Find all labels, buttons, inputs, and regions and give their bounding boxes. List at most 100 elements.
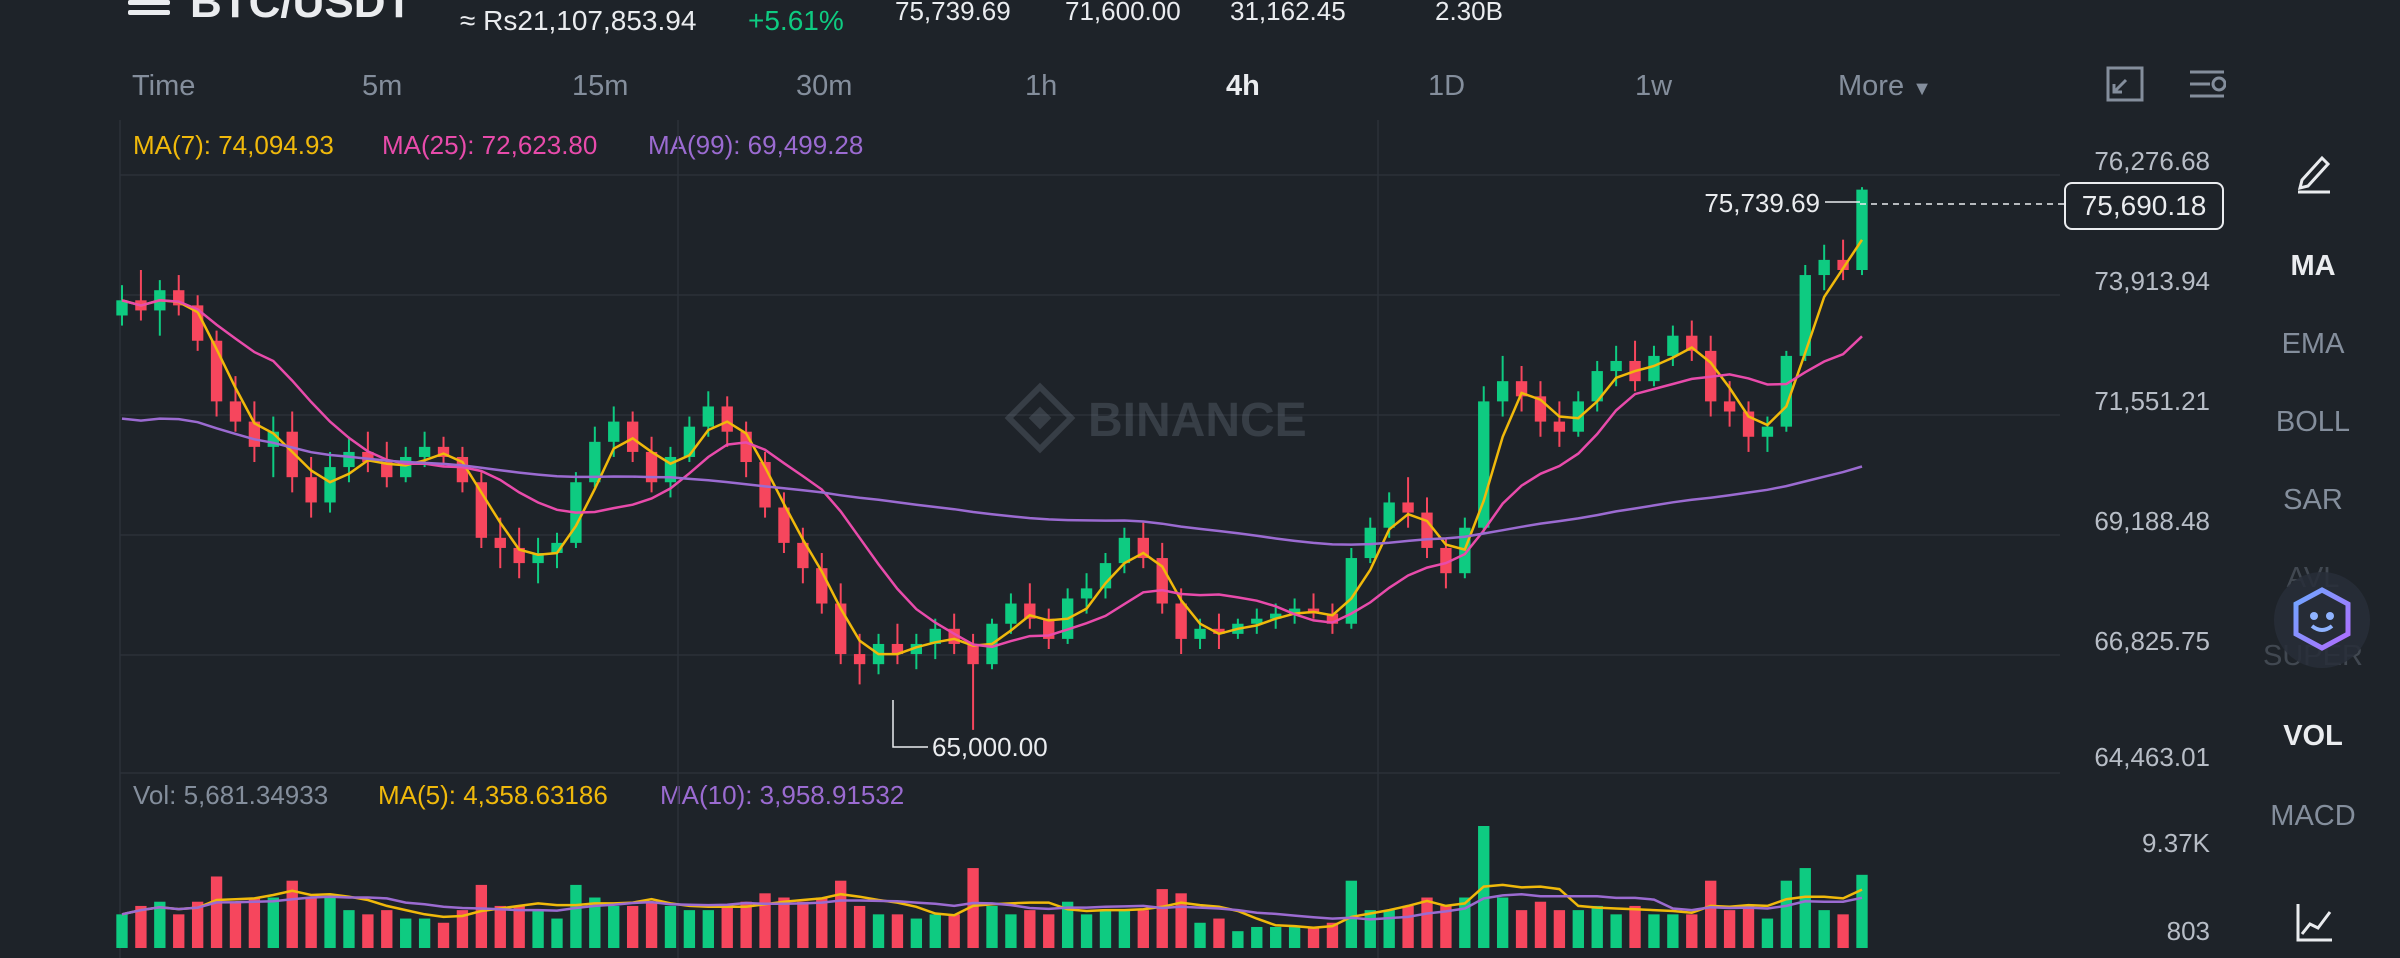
volume-bar (532, 910, 544, 948)
volume-bar (645, 901, 658, 948)
volume-bar (664, 905, 677, 948)
assistant-button[interactable] (2274, 572, 2370, 668)
candle-body (1856, 189, 1868, 270)
tab-1h[interactable]: 1h (1025, 70, 1058, 102)
volume-bar (1629, 905, 1641, 948)
volume-bar (1686, 914, 1698, 948)
volume-bar (570, 884, 582, 948)
tab-1d[interactable]: 1D (1428, 70, 1466, 102)
binance-watermark: BINANCE (1004, 382, 1307, 454)
candles (116, 187, 1868, 730)
candle-body (1496, 381, 1509, 402)
candle-body (1591, 371, 1603, 402)
volume-bar (986, 905, 998, 948)
candle-body (1761, 426, 1774, 437)
candle-body (513, 547, 525, 564)
tab-more[interactable]: More ▼ (1838, 70, 1932, 103)
tab-1w[interactable]: 1w (1635, 70, 1673, 102)
candle-body (191, 305, 204, 341)
tab-4h[interactable]: 4h (1226, 70, 1260, 102)
pair-title[interactable]: BTC/USDT (190, 0, 413, 27)
volume-bar (948, 914, 960, 948)
candle-body (400, 456, 412, 478)
tab-15m[interactable]: 15m (572, 70, 629, 102)
candle-body (1799, 275, 1811, 356)
volume-bar (1251, 926, 1263, 948)
chart-settings-icon[interactable] (2186, 64, 2230, 104)
candle-body (1780, 355, 1793, 427)
indicator-sar[interactable]: SAR (2283, 484, 2343, 516)
volume-bar (1667, 914, 1679, 948)
chart-type-icon[interactable] (2294, 900, 2334, 944)
volume-bar (135, 905, 147, 948)
candle-body (1251, 618, 1263, 624)
low-marker-line (892, 700, 928, 748)
indicator-ema[interactable]: EMA (2281, 328, 2345, 360)
price-axis-label: 71,551.21 (2094, 386, 2210, 416)
volume-bar (210, 876, 223, 948)
ma25-line (121, 299, 1863, 649)
watermark-text: BINANCE (1088, 394, 1307, 447)
candle-body (1478, 401, 1490, 528)
volume-bar (324, 897, 336, 948)
candle-body (626, 421, 639, 452)
volume-bar (1213, 918, 1225, 948)
fullscreen-icon[interactable] (2104, 64, 2148, 104)
volume-bar (1194, 922, 1206, 948)
volume-bar (191, 901, 204, 948)
volume-bar (626, 905, 639, 948)
candle-body (1194, 628, 1206, 639)
candle-body (1005, 603, 1017, 624)
menu-icon[interactable] (128, 0, 170, 15)
ma99-line (121, 417, 1863, 546)
ticker-header: BTC/USDT ≈ Rs21,107,853.94 +5.61% 75,739… (0, 0, 2400, 40)
volume-bar (400, 918, 412, 948)
indicator-vol[interactable]: VOL (2283, 720, 2343, 752)
volume-bar (1440, 905, 1452, 948)
high-label: 75,739.69 (1704, 188, 1820, 218)
volume-bar (173, 914, 185, 948)
volume-bar (437, 922, 450, 948)
volume-bar (1534, 901, 1547, 948)
candle-body (1326, 613, 1339, 624)
volume-bar (1364, 910, 1376, 948)
current-price-tag[interactable]: 75,690.18 (2064, 182, 2224, 230)
candle-body (1099, 563, 1112, 589)
volume-bar (475, 884, 488, 948)
candle-body (551, 542, 563, 553)
candle-body (853, 654, 866, 665)
candlestick-chart[interactable]: BINANCE 75,739.69 65,000.00 (0, 120, 2226, 958)
pencil-icon[interactable] (2294, 150, 2334, 194)
tab-time[interactable]: Time (132, 70, 196, 102)
candle-body (759, 462, 771, 508)
candle-body (1667, 335, 1679, 356)
volume-bar (286, 880, 298, 948)
indicator-panel: MA EMA BOLL SAR AVL SUPER VOL MACD (2226, 0, 2400, 958)
ma7-line (121, 239, 1864, 656)
volume-bar (797, 901, 809, 948)
volume-bar (267, 897, 279, 948)
volume-bar (721, 905, 733, 948)
vol-ma5-label: MA(5): 4,358.63186 (378, 780, 608, 810)
vol-label: Vol: 5,681.34933 (133, 780, 329, 810)
candle-body (778, 507, 790, 543)
tab-5m[interactable]: 5m (362, 70, 403, 102)
indicator-ma[interactable]: MA (2290, 250, 2336, 282)
volume-bar (1402, 905, 1414, 948)
volume-bar (1761, 918, 1774, 948)
volume-bar (248, 897, 261, 948)
volume-bar (759, 893, 771, 948)
volume-bar (702, 910, 714, 948)
volume-bar (1061, 901, 1074, 948)
volume-bar (778, 897, 790, 948)
indicator-boll[interactable]: BOLL (2275, 406, 2351, 438)
tab-30m[interactable]: 30m (796, 70, 853, 102)
candle-body (210, 340, 223, 402)
volume-bar (1837, 914, 1849, 948)
volume-bar (1742, 905, 1755, 948)
indicator-macd[interactable]: MACD (2270, 800, 2356, 832)
candle-body (967, 643, 979, 665)
candle-body (1345, 558, 1358, 624)
candle-body (1137, 537, 1149, 559)
stat-vol-usdt: 2.30B (1435, 0, 1503, 26)
